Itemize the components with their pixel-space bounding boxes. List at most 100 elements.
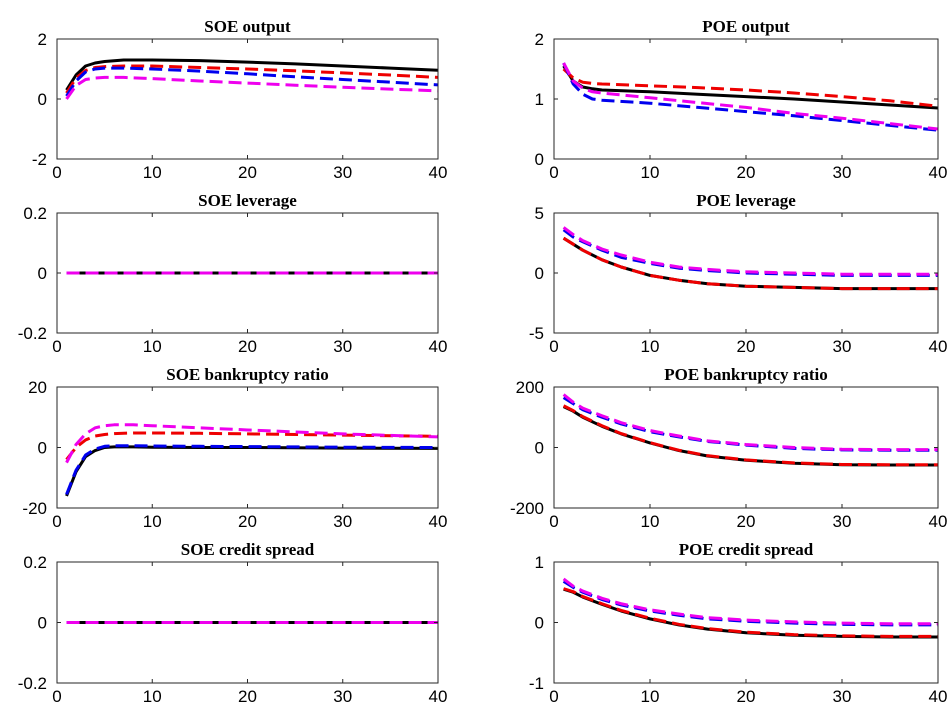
poe-bankruptcy-ratio-series-line-4	[562, 393, 938, 452]
poe-output-y-tick-label: 0	[535, 150, 544, 169]
poe-credit-spread-x-tick-label: 30	[833, 687, 852, 706]
soe-output-x-tick-label: 40	[429, 163, 448, 182]
poe-credit-spread-x-tick-label: 10	[641, 687, 660, 706]
poe-leverage-y-tick-label: 5	[535, 204, 544, 223]
poe-output-series-line-4	[562, 62, 938, 131]
poe-leverage-x-tick-label: 10	[641, 337, 660, 356]
soe-leverage-y-tick-label: 0	[38, 264, 47, 283]
soe-bankruptcy-ratio-series-group	[65, 423, 438, 497]
soe-leverage-title: SOE leverage	[198, 191, 297, 210]
poe-bankruptcy-ratio-axes-box	[553, 386, 939, 509]
soe-bankruptcy-ratio-title: SOE bankruptcy ratio	[166, 365, 328, 384]
poe-bankruptcy-ratio-y-tick-label: 200	[516, 378, 544, 397]
poe-output-x-tick-label: 10	[641, 163, 660, 182]
soe-leverage-y-tick-label: -0.2	[18, 324, 47, 343]
poe-credit-spread-y-tick-label: -1	[529, 674, 544, 693]
poe-output-title: POE output	[702, 17, 790, 36]
poe-credit-spread-series-line-4	[562, 577, 938, 626]
poe-credit-spread-series-group	[562, 577, 938, 639]
poe-leverage-title: POE leverage	[696, 191, 796, 210]
soe-leverage-x-tick-label: 30	[333, 337, 352, 356]
soe-credit-spread-x-tick-label: 30	[333, 687, 352, 706]
soe-output-y-tick-label: 0	[38, 90, 47, 109]
poe-leverage-panel: 0 10 20 30 40 -5 0 5 POE leverage	[529, 191, 948, 356]
poe-credit-spread-x-tick-label: 0	[549, 687, 558, 706]
soe-output-series-line-1	[65, 58, 438, 91]
poe-credit-spread-title: POE credit spread	[679, 540, 814, 559]
poe-leverage-x-tick-label: 30	[833, 337, 852, 356]
soe-credit-spread-x-tick-label: 0	[52, 687, 61, 706]
soe-output-y-tick-label: -2	[32, 150, 47, 169]
poe-output-x-tick-label: 40	[929, 163, 948, 182]
poe-leverage-x-tick-label: 40	[929, 337, 948, 356]
poe-credit-spread-panel: 0 10 20 30 40 -1 0 1 POE credit spread	[529, 540, 948, 706]
soe-credit-spread-x-tick-label: 10	[143, 687, 162, 706]
poe-output-series-line-2	[562, 67, 938, 108]
poe-leverage-series-line-2	[562, 236, 938, 291]
poe-leverage-x-tick-label: 0	[549, 337, 558, 356]
soe-bankruptcy-ratio-x-tick-label: 10	[143, 512, 162, 531]
poe-bankruptcy-ratio-y-tick-label: 0	[535, 439, 544, 458]
soe-bankruptcy-ratio-series-line-1	[65, 445, 438, 497]
poe-bankruptcy-ratio-x-tick-label: 40	[929, 512, 948, 531]
soe-leverage-panel: 0 10 20 30 40 -0.2 0 0.2 SOE leverage	[18, 191, 448, 356]
soe-output-axes-box	[56, 38, 439, 160]
poe-leverage-series-line-4	[562, 226, 938, 276]
poe-leverage-x-tick-label: 20	[737, 337, 756, 356]
soe-credit-spread-y-tick-label: 0.2	[23, 553, 47, 572]
poe-bankruptcy-ratio-series-line-1	[562, 405, 938, 467]
poe-output-x-tick-label: 0	[549, 163, 558, 182]
soe-leverage-x-tick-label: 40	[429, 337, 448, 356]
poe-credit-spread-y-tick-label: 1	[535, 553, 544, 572]
poe-credit-spread-series-line-2	[563, 587, 938, 638]
soe-bankruptcy-ratio-x-tick-label: 20	[238, 512, 257, 531]
poe-bankruptcy-ratio-x-tick-label: 30	[833, 512, 852, 531]
poe-leverage-y-tick-label: -5	[529, 324, 544, 343]
poe-bankruptcy-ratio-x-tick-label: 0	[549, 512, 558, 531]
soe-bankruptcy-ratio-series-line-4	[65, 423, 438, 464]
poe-leverage-y-tick-label: 0	[535, 264, 544, 283]
soe-output-x-tick-label: 10	[143, 163, 162, 182]
poe-credit-spread-y-tick-label: 0	[535, 614, 544, 633]
soe-bankruptcy-ratio-series-line-2	[65, 444, 438, 495]
soe-leverage-y-tick-label: 0.2	[23, 204, 47, 223]
soe-bankruptcy-ratio-x-tick-label: 30	[333, 512, 352, 531]
soe-credit-spread-title: SOE credit spread	[181, 540, 315, 559]
poe-output-series-group	[562, 62, 938, 132]
soe-bankruptcy-ratio-y-tick-label: 0	[38, 439, 47, 458]
poe-leverage-series-line-1	[562, 236, 938, 291]
soe-credit-spread-y-tick-label: -0.2	[18, 674, 47, 693]
soe-output-title: SOE output	[204, 17, 291, 36]
poe-bankruptcy-ratio-series-line-3	[562, 396, 938, 452]
poe-leverage-series-line-3	[562, 228, 938, 277]
soe-output-series-line-4	[65, 75, 438, 100]
poe-output-axes-box	[553, 38, 939, 160]
soe-credit-spread-x-tick-label: 40	[429, 687, 448, 706]
poe-bankruptcy-ratio-x-tick-label: 10	[641, 512, 660, 531]
soe-output-y-tick-label: 2	[38, 30, 47, 49]
poe-bankruptcy-ratio-series-group	[562, 393, 938, 467]
soe-credit-spread-x-tick-label: 20	[238, 687, 257, 706]
soe-output-x-tick-label: 30	[333, 163, 352, 182]
poe-bankruptcy-ratio-series-line-2	[562, 404, 938, 467]
poe-credit-spread-x-tick-label: 40	[929, 687, 948, 706]
poe-bankruptcy-ratio-panel: 0 10 20 30 40 -200 0 200 POE bankruptcy ratio	[510, 365, 947, 531]
poe-output-y-tick-label: 1	[535, 90, 544, 109]
soe-bankruptcy-ratio-series-line-3	[65, 431, 438, 461]
poe-credit-spread-series-line-1	[563, 587, 938, 639]
poe-bankruptcy-ratio-title: POE bankruptcy ratio	[664, 365, 827, 384]
soe-bankruptcy-ratio-x-tick-label: 0	[52, 512, 61, 531]
poe-bankruptcy-ratio-x-tick-label: 20	[737, 512, 756, 531]
soe-leverage-x-tick-label: 10	[143, 337, 162, 356]
soe-bankruptcy-ratio-panel: 0 10 20 30 40 -20 0 20 SOE bankruptcy ratio	[22, 365, 447, 531]
poe-credit-spread-x-tick-label: 20	[737, 687, 756, 706]
poe-output-x-tick-label: 30	[833, 163, 852, 182]
soe-credit-spread-y-tick-label: 0	[38, 614, 47, 633]
poe-output-y-tick-label: 2	[535, 30, 544, 49]
soe-output-panel: 0 10 20 30 40 -2 0 2 SOE output	[32, 17, 448, 182]
soe-output-series-group	[65, 58, 438, 100]
soe-bankruptcy-ratio-y-tick-label: -20	[22, 499, 47, 518]
poe-output-series-line-3	[562, 62, 938, 132]
soe-bankruptcy-ratio-y-tick-label: 20	[28, 378, 47, 397]
